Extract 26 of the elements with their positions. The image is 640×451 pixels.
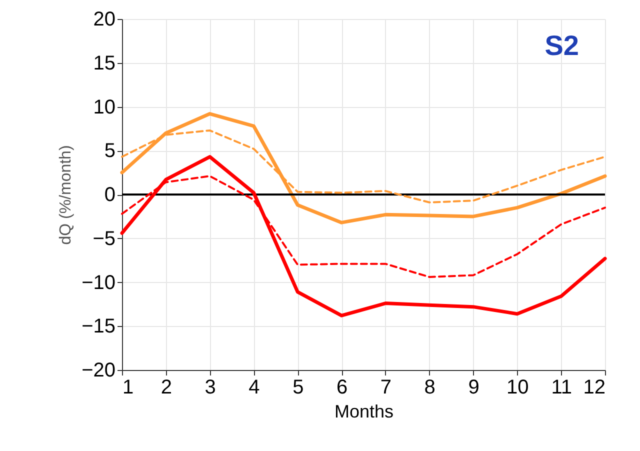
y-tick-label: −15 [82,316,116,338]
y-tick-label: 5 [104,140,116,162]
x-tick-label: 9 [468,376,480,398]
x-tick-label: 8 [424,376,436,398]
x-axis-title: Months [334,402,394,422]
y-tick-label: −10 [82,272,116,294]
x-tick-label: 5 [292,376,304,398]
x-tick-label: 2 [160,376,172,398]
line-series [120,155,607,318]
x-tick-label: 6 [336,376,348,398]
y-tick-label: 10 [93,96,116,118]
y-tick-label: −5 [92,228,116,250]
x-tick-label: 10 [506,376,529,398]
x-tick-label: 11 [551,376,572,398]
y-tick-label: 15 [93,52,116,74]
x-tick-label: 4 [248,376,260,398]
y-tick-label: 20 [93,8,116,30]
x-tick-label: 7 [380,376,392,398]
x-tick-label: 1 [122,376,134,398]
x-tick-label: 12 [583,376,606,398]
y-axis-title: dQ (%/month) [58,145,75,245]
annotation: S2 [544,30,579,61]
x-tick-label: 3 [204,376,216,398]
y-tick-label: −20 [82,360,116,382]
y-tick-label: 0 [104,184,116,206]
line-series [120,112,607,224]
